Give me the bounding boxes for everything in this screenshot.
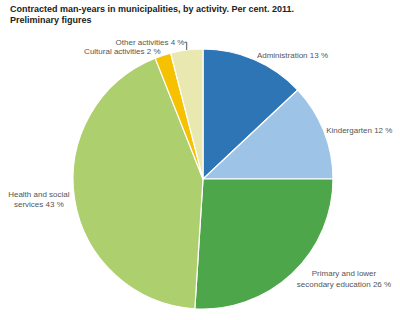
svg-text:Other activities 4 %: Other activities 4 % xyxy=(116,38,185,47)
svg-text:Kindergarten 12 %: Kindergarten 12 % xyxy=(326,126,392,135)
svg-text:Administration 13 %: Administration 13 % xyxy=(257,51,328,60)
svg-text:Contracted man-years in munici: Contracted man-years in municipalities, … xyxy=(10,4,294,26)
svg-text:Cultural activities 2 %: Cultural activities 2 % xyxy=(84,47,160,56)
svg-text:Primary and lowersecondary edu: Primary and lowersecondary education 26 … xyxy=(297,269,391,288)
svg-text:Health and socialservices 43 %: Health and socialservices 43 % xyxy=(8,190,70,209)
